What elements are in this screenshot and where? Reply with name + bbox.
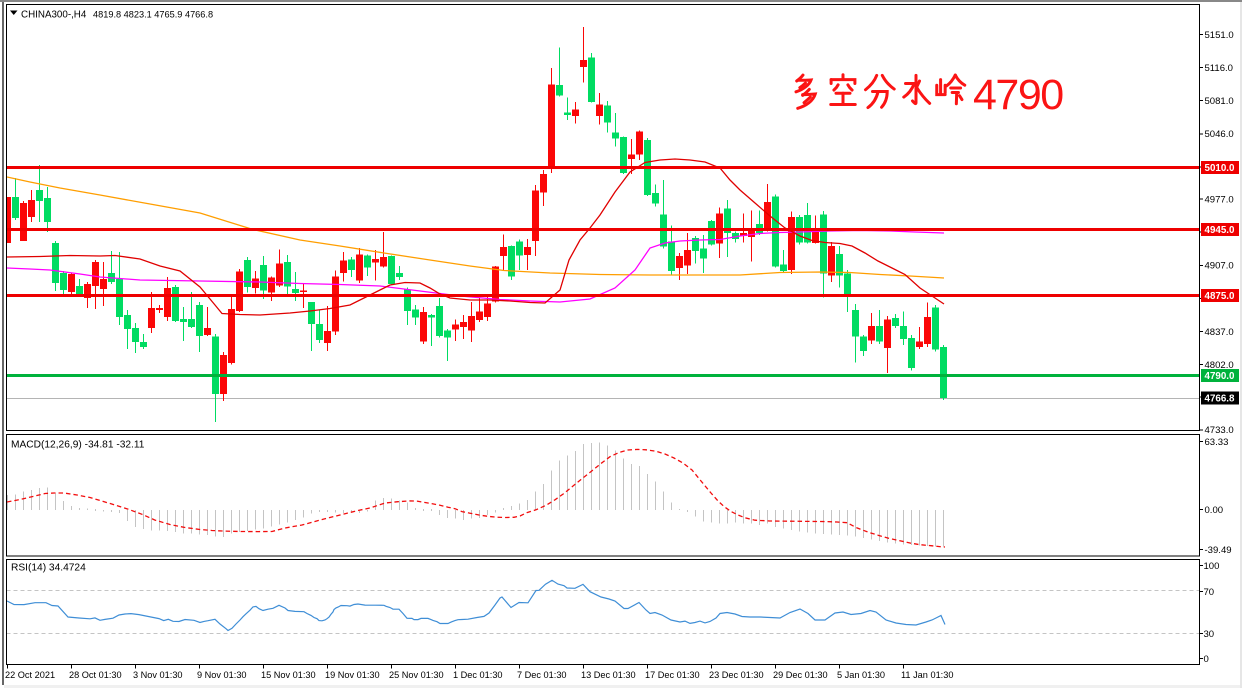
svg-text:17 Dec 01:30: 17 Dec 01:30 <box>645 670 700 680</box>
svg-text:11 Jan 01:30: 11 Jan 01:30 <box>901 670 953 680</box>
svg-text:5 Jan 01:30: 5 Jan 01:30 <box>837 670 885 680</box>
svg-text:5151.0: 5151.0 <box>1205 30 1234 41</box>
svg-text:13 Dec 01:30: 13 Dec 01:30 <box>581 670 636 680</box>
svg-text:4766.8: 4766.8 <box>1205 394 1236 405</box>
svg-text:30: 30 <box>1204 629 1215 640</box>
svg-text:7 Dec 01:30: 7 Dec 01:30 <box>517 670 567 680</box>
svg-text:4819.8 4823.1 4765.9 4766.8: 4819.8 4823.1 4765.9 4766.8 <box>93 10 213 20</box>
svg-text:25 Nov 01:30: 25 Nov 01:30 <box>389 670 444 680</box>
svg-text:4802.0: 4802.0 <box>1205 360 1234 371</box>
svg-text:28 Oct 01:30: 28 Oct 01:30 <box>69 670 122 680</box>
svg-text:63.33: 63.33 <box>1205 437 1229 448</box>
svg-text:4837.0: 4837.0 <box>1205 327 1234 338</box>
svg-text:4733.0: 4733.0 <box>1205 425 1234 436</box>
svg-text:MACD(12,26,9) -34.81 -32.11: MACD(12,26,9) -34.81 -32.11 <box>11 440 145 451</box>
svg-text:1 Dec 01:30: 1 Dec 01:30 <box>453 670 503 680</box>
svg-text:5081.0: 5081.0 <box>1205 96 1234 107</box>
svg-text:-39.49: -39.49 <box>1205 545 1232 556</box>
svg-text:100: 100 <box>1204 561 1220 572</box>
svg-text:4945.0: 4945.0 <box>1205 225 1236 236</box>
svg-text:0.00: 0.00 <box>1205 505 1224 516</box>
svg-text:9 Nov 01:30: 9 Nov 01:30 <box>197 670 247 680</box>
svg-text:19 Nov 01:30: 19 Nov 01:30 <box>325 670 380 680</box>
svg-text:5116.0: 5116.0 <box>1205 63 1234 74</box>
svg-text:3 Nov 01:30: 3 Nov 01:30 <box>133 670 183 680</box>
svg-text:5046.0: 5046.0 <box>1205 129 1234 140</box>
svg-text:4907.0: 4907.0 <box>1205 261 1234 272</box>
svg-text:22 Oct 2021: 22 Oct 2021 <box>5 670 55 680</box>
svg-text:70: 70 <box>1204 587 1215 598</box>
svg-text:23 Dec 01:30: 23 Dec 01:30 <box>709 670 764 680</box>
svg-text:29 Dec 01:30: 29 Dec 01:30 <box>773 670 828 680</box>
svg-text:5010.0: 5010.0 <box>1205 163 1236 174</box>
svg-text:4977.0: 4977.0 <box>1205 194 1234 205</box>
svg-text:4875.0: 4875.0 <box>1205 291 1236 302</box>
svg-text:15 Nov 01:30: 15 Nov 01:30 <box>261 670 316 680</box>
svg-text:RSI(14) 34.4724: RSI(14) 34.4724 <box>11 563 86 574</box>
svg-text:4790.0: 4790.0 <box>1205 371 1236 382</box>
svg-text:CHINA300-,H4: CHINA300-,H4 <box>21 10 87 21</box>
svg-text:4790: 4790 <box>973 71 1063 119</box>
svg-text:0: 0 <box>1204 654 1209 665</box>
